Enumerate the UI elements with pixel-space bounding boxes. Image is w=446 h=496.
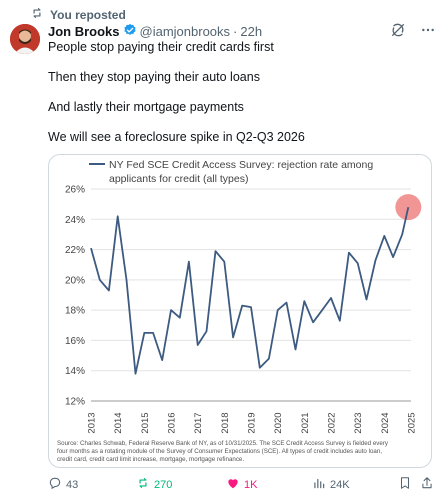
x-tick-label: 2017 — [193, 412, 204, 433]
y-tick-label: 26% — [65, 185, 85, 196]
y-tick-label: 22% — [65, 245, 85, 256]
tweet-header: Jon Brooks @iamjonbrooks · 22h — [48, 22, 436, 40]
tweet-line: People stop paying their credit cards fi… — [48, 40, 274, 54]
post-time[interactable]: 22h — [240, 23, 263, 39]
series-line — [90, 207, 410, 375]
repost-icon — [30, 6, 44, 23]
highlight-marker — [395, 194, 422, 221]
y-tick-label: 20% — [65, 275, 85, 286]
like-count: 1K — [244, 478, 258, 491]
x-tick-label: 2022 — [327, 412, 338, 433]
source-line-3: credit card, credit card limit increase,… — [57, 456, 244, 463]
tweet-text: People stop paying their credit cards fi… — [48, 40, 432, 160]
bookmark-button[interactable] — [398, 476, 412, 493]
repost-label: You reposted — [50, 7, 126, 22]
views-count: 24K — [330, 478, 350, 491]
source-line-1: Source: Charles Schwab, Federal Reserve … — [57, 440, 389, 447]
y-tick-label: 16% — [65, 336, 85, 347]
header-separator: · — [233, 23, 238, 39]
verified-badge-icon — [120, 23, 140, 40]
more-options-icon[interactable] — [420, 22, 436, 41]
share-button[interactable] — [420, 476, 434, 493]
y-tick-label: 24% — [65, 215, 85, 226]
tweet-line: And lastly their mortgage payments — [48, 100, 244, 114]
legend-line-2: applicants for credit (all types) — [109, 173, 248, 185]
x-tick-label: 2023 — [353, 412, 364, 433]
reply-icon — [48, 476, 62, 493]
x-tick-label: 2015 — [140, 412, 151, 433]
repost-indicator: You reposted — [30, 6, 126, 23]
x-tick-label: 2025 — [407, 412, 418, 433]
source-line-2: four months as a rotating module of the … — [57, 448, 382, 455]
y-tick-label: 18% — [65, 306, 85, 317]
x-tick-label: 2014 — [113, 412, 124, 433]
x-tick-label: 2019 — [247, 412, 258, 433]
repost-button[interactable]: 270 — [136, 476, 172, 493]
grok-icon[interactable] — [390, 22, 406, 41]
x-tick-label: 2020 — [273, 412, 284, 433]
legend-line-1: NY Fed SCE Credit Access Survey: rejecti… — [109, 159, 373, 171]
author-name[interactable]: Jon Brooks — [48, 23, 120, 39]
x-tick-label: 2024 — [380, 412, 391, 433]
action-bar: 43 270 1K 24K — [48, 476, 432, 492]
repost-action-icon — [136, 476, 150, 493]
x-tick-label: 2016 — [167, 412, 178, 433]
author-handle[interactable]: @iamjonbrooks — [139, 23, 231, 39]
views-button[interactable]: 24K — [312, 476, 350, 493]
heart-icon — [226, 476, 240, 493]
like-button[interactable]: 1K — [226, 476, 257, 493]
tweet-line: Then they stop paying their auto loans — [48, 70, 260, 84]
share-icon — [420, 476, 434, 493]
reply-count: 43 — [66, 478, 79, 491]
avatar[interactable] — [10, 24, 40, 54]
reply-button[interactable]: 43 — [48, 476, 78, 493]
x-tick-label: 2013 — [87, 412, 98, 433]
x-tick-label: 2018 — [220, 412, 231, 433]
y-tick-label: 12% — [65, 397, 85, 408]
chart: 26% 24% 22% 20% 18% 16% 14% 12% 2013 2014 2015 201… — [57, 159, 422, 463]
tweet-line: We will see a foreclosure spike in Q2-Q3… — [48, 130, 305, 144]
views-icon — [312, 476, 326, 493]
y-tick-label: 14% — [65, 366, 85, 377]
x-tick-label: 2021 — [300, 412, 311, 433]
chart-card[interactable]: 26% 24% 22% 20% 18% 16% 14% 12% 2013 2014 2015 201… — [48, 154, 432, 468]
bookmark-icon — [398, 476, 412, 493]
repost-count: 270 — [154, 478, 173, 491]
